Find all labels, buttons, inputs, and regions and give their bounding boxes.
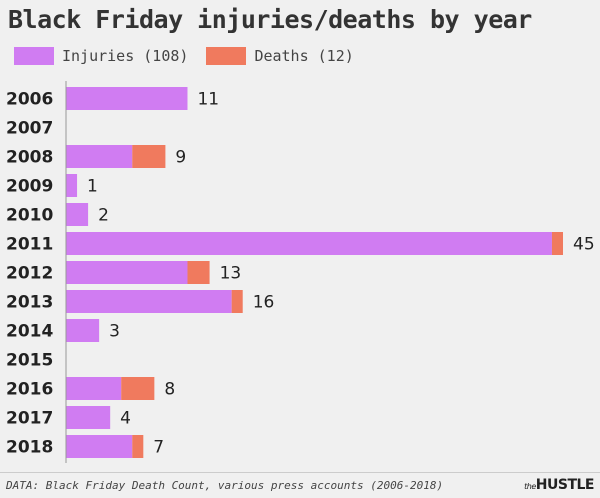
source-note: DATA: Black Friday Death Count, various … xyxy=(6,479,444,492)
year-label-2011: 2011 xyxy=(6,235,53,255)
total-label-2012: 13 xyxy=(220,264,242,284)
total-label-2008: 9 xyxy=(175,148,186,168)
legend-label-deaths: Deaths (12) xyxy=(254,47,354,65)
year-label-2007: 2007 xyxy=(6,119,53,139)
injuries-bar-2012 xyxy=(66,261,188,284)
injuries-bar-2014 xyxy=(66,319,100,342)
injuries-bar-2011 xyxy=(66,232,552,255)
total-label-2013: 16 xyxy=(253,293,275,313)
legend-label-injuries: Injuries (108) xyxy=(62,47,189,65)
total-label-2006: 11 xyxy=(197,90,219,110)
injuries-bar-2006 xyxy=(66,87,188,110)
year-label-2017: 2017 xyxy=(6,409,53,429)
year-label-2015: 2015 xyxy=(6,351,53,371)
injuries-bar-2010 xyxy=(66,203,89,226)
injuries-bar-2013 xyxy=(66,290,232,313)
legend: Injuries (108) Deaths (12) xyxy=(14,46,372,66)
year-label-2012: 2012 xyxy=(6,264,53,284)
injuries-bar-2017 xyxy=(66,406,111,429)
injuries-bar-2018 xyxy=(66,435,133,458)
legend-item-injuries: Injuries (108) xyxy=(14,47,188,65)
total-label-2011: 45 xyxy=(573,235,595,255)
brand-prefix: the xyxy=(524,482,536,491)
chart-title: Black Friday injuries/deaths by year xyxy=(8,5,532,34)
deaths-bar-2013 xyxy=(231,290,243,313)
year-label-2009: 2009 xyxy=(6,177,53,197)
deaths-bar-2012 xyxy=(187,261,210,284)
deaths-bar-2018 xyxy=(132,435,144,458)
total-label-2018: 7 xyxy=(153,438,164,458)
year-label-2013: 2013 xyxy=(6,293,53,313)
total-label-2016: 8 xyxy=(164,380,175,400)
year-label-2006: 2006 xyxy=(6,90,53,110)
legend-swatch-injuries xyxy=(14,47,54,65)
deaths-bar-2008 xyxy=(132,145,166,168)
total-label-2014: 3 xyxy=(109,322,120,342)
total-label-2009: 1 xyxy=(87,177,98,197)
year-label-2010: 2010 xyxy=(6,206,53,226)
brand-name: HUSTLE xyxy=(535,477,595,493)
year-label-2014: 2014 xyxy=(6,322,53,342)
legend-item-deaths: Deaths (12) xyxy=(206,47,354,65)
deaths-bar-2011 xyxy=(551,232,563,255)
injuries-bar-2009 xyxy=(66,174,78,197)
injuries-bar-2016 xyxy=(66,377,122,400)
injuries-bar-2008 xyxy=(66,145,133,168)
year-label-2018: 2018 xyxy=(6,438,53,458)
legend-swatch-deaths xyxy=(206,47,247,65)
total-label-2017: 4 xyxy=(120,409,131,429)
total-label-2010: 2 xyxy=(98,206,109,226)
year-label-2008: 2008 xyxy=(6,148,53,168)
footer: DATA: Black Friday Death Count, various … xyxy=(0,472,600,498)
deaths-bar-2016 xyxy=(121,377,155,400)
brand-logo: theHUSTLE xyxy=(524,477,594,493)
year-label-2016: 2016 xyxy=(6,380,53,400)
bar-chart: 2006 11 2007 2008 9 2009 1 2010 2 2011 45 2012 13 201… xyxy=(6,81,595,463)
